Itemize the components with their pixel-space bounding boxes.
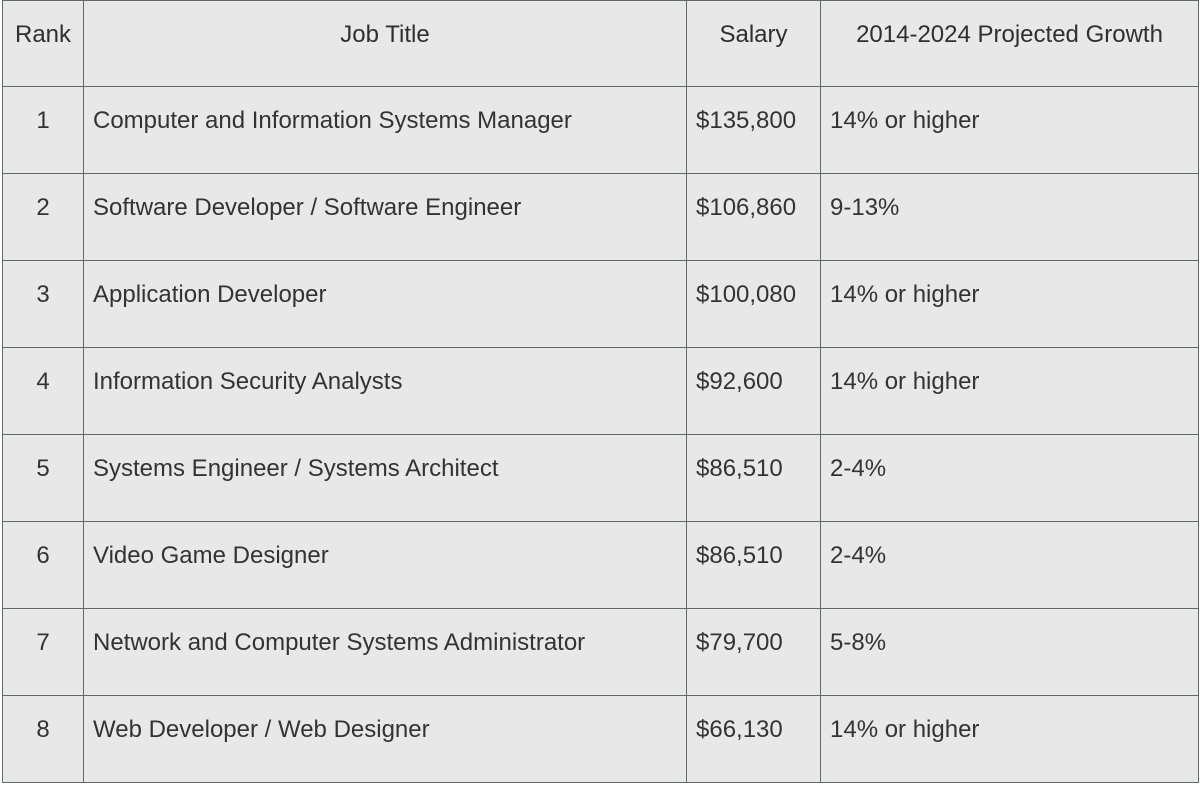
salary-table: Rank Job Title Salary 2014-2024 Projected G… [2,0,1199,783]
column-header: Rank [2,0,84,87]
rank-cell: 4 [2,347,84,435]
job-title-cell: Video Game Designer [83,521,687,609]
salary-cell: $106,860 [686,173,821,261]
job-title-cell: Systems Engineer / Systems Architect [83,434,687,522]
growth-cell: 5-8% [820,608,1199,696]
column-header: Job Title [83,0,687,87]
growth-cell: 14% or higher [820,260,1199,348]
table-row: 3 Application Developer $100,080 14% or hig… [2,260,1199,348]
header-row: Rank Job Title Salary 2014-2024 Projected G… [2,0,1199,87]
job-title-cell: Network and Computer Systems Administrat… [83,608,687,696]
salary-cell: $135,800 [686,86,821,174]
rank-cell: 6 [2,521,84,609]
growth-cell: 2-4% [820,434,1199,522]
table-row: 8 Web Developer / Web Designer $66,130 14% … [2,695,1199,783]
growth-cell: 14% or higher [820,347,1199,435]
job-title-cell: Web Developer / Web Designer [83,695,687,783]
rank-cell: 7 [2,608,84,696]
rank-cell: 5 [2,434,84,522]
growth-cell: 9-13% [820,173,1199,261]
table-row: 1 Computer and Information Systems Manage… [2,86,1199,174]
salary-cell: $86,510 [686,521,821,609]
growth-cell: 14% or higher [820,86,1199,174]
rank-cell: 1 [2,86,84,174]
job-title-cell: Information Security Analysts [83,347,687,435]
table-row: 4 Information Security Analysts $92,600 14%… [2,347,1199,435]
growth-cell: 2-4% [820,521,1199,609]
table-body: 1 Computer and Information Systems Manage… [2,86,1199,783]
job-title-cell: Application Developer [83,260,687,348]
table-row: 2 Software Developer / Software Engineer $… [2,173,1199,261]
column-header: 2014-2024 Projected Growth [820,0,1199,87]
salary-cell: $86,510 [686,434,821,522]
salary-cell: $79,700 [686,608,821,696]
rank-cell: 8 [2,695,84,783]
job-title-cell: Computer and Information Systems Manager [83,86,687,174]
salary-cell: $92,600 [686,347,821,435]
job-title-cell: Software Developer / Software Engineer [83,173,687,261]
table-row: 7 Network and Computer Systems Administra… [2,608,1199,696]
salary-cell: $100,080 [686,260,821,348]
column-header: Salary [686,0,821,87]
rank-cell: 3 [2,260,84,348]
growth-cell: 14% or higher [820,695,1199,783]
table-row: 5 Systems Engineer / Systems Architect $86… [2,434,1199,522]
rank-cell: 2 [2,173,84,261]
salary-cell: $66,130 [686,695,821,783]
table-row: 6 Video Game Designer $86,510 2-4% [2,521,1199,609]
